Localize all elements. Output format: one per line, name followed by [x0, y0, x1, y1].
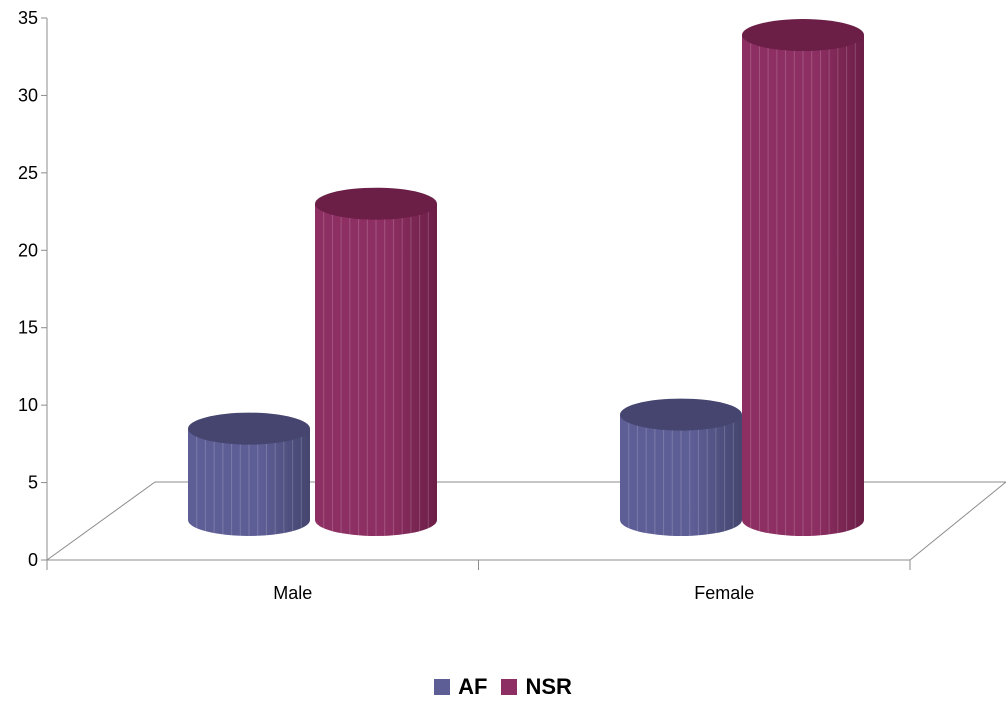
y-tick-label: 25	[18, 163, 38, 183]
legend-item-af: AF	[434, 674, 487, 700]
chart-floor-outline	[45, 481, 1006, 561]
bar-top	[188, 412, 310, 445]
legend-swatch	[501, 679, 518, 695]
legend-item-nsr: NSR	[501, 674, 572, 700]
x-axis: Male Female	[46, 560, 911, 603]
legend-label: AF	[458, 674, 488, 699]
y-axis: 0 5 10 15 20 25 30 35	[18, 8, 48, 570]
bar-af-male	[188, 412, 310, 536]
legend: AF NSR	[0, 672, 1006, 702]
bar-body	[620, 414, 742, 536]
bar-body	[315, 203, 437, 536]
chart-floor	[45, 481, 1006, 561]
bar-top	[315, 187, 437, 220]
legend-label: NSR	[525, 674, 572, 699]
y-tick-label: 10	[18, 395, 38, 415]
x-category-label: Male	[273, 583, 312, 603]
y-tick-label: 15	[18, 318, 38, 338]
bar-top	[742, 19, 864, 52]
chart-area: 0 5 10 15 20 25 30 35 Male Female	[18, 8, 1006, 603]
y-tick-label: 5	[28, 473, 38, 493]
bar-body	[188, 428, 310, 536]
bar-af-female	[620, 398, 742, 536]
legend-swatch	[434, 679, 451, 695]
y-tick-label: 35	[18, 8, 38, 28]
x-category-label: Female	[694, 583, 754, 603]
y-tick-label: 30	[18, 85, 38, 105]
bars-group	[188, 19, 864, 537]
bar-nsr-female	[742, 19, 864, 537]
y-tick-label: 0	[28, 550, 38, 570]
bar-body	[742, 35, 864, 537]
bar-top	[620, 398, 742, 431]
bar-nsr-male	[315, 187, 437, 536]
y-tick-label: 20	[18, 240, 38, 260]
